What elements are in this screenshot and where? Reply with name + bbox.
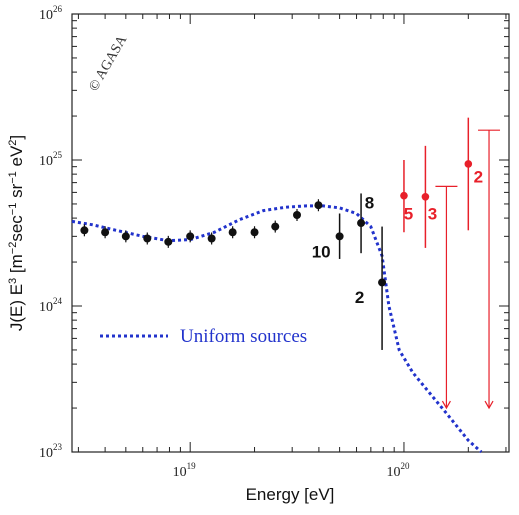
watermark: © AGASA xyxy=(86,32,130,94)
data-point xyxy=(143,234,152,243)
x-tick-label: 1019 xyxy=(173,461,197,480)
data-point-red xyxy=(400,191,408,200)
count-annotation: 8 xyxy=(365,194,374,213)
data-point-red xyxy=(421,192,430,201)
data-point xyxy=(335,232,344,241)
data-point xyxy=(101,228,110,237)
data-point xyxy=(121,232,130,241)
y-tick-label: 1025 xyxy=(39,150,63,169)
data-point xyxy=(228,228,237,237)
data-point xyxy=(357,219,366,228)
y-tick-label: 1024 xyxy=(39,296,63,315)
axis-ticks xyxy=(72,13,509,453)
plot-frame xyxy=(71,13,510,453)
data-point xyxy=(314,201,323,210)
data-point xyxy=(80,226,89,235)
legend-label: Uniform sources xyxy=(180,326,307,347)
upper-limit-arrow xyxy=(484,400,494,410)
y-axis-title: J(E) E3 [m−2sec−1 sr−1 eV2] xyxy=(7,135,26,331)
model-curve-group xyxy=(71,204,483,454)
model-curve xyxy=(71,204,483,454)
data-point xyxy=(186,232,195,241)
data-point xyxy=(250,228,259,237)
y-tick-label: 1026 xyxy=(39,4,63,23)
upper-limit-arrow xyxy=(441,400,451,410)
data-point xyxy=(164,237,173,246)
data-point xyxy=(293,211,302,220)
count-annotation: 2 xyxy=(355,288,364,307)
point-annotations: 10 8 2 5 3 2 xyxy=(312,168,483,307)
count-annotation: 5 xyxy=(404,205,413,224)
count-annotation: 3 xyxy=(428,205,437,224)
data-marks xyxy=(80,117,501,410)
count-annotation: 2 xyxy=(474,168,483,187)
data-point xyxy=(378,278,387,287)
count-annotation: 10 xyxy=(312,242,331,261)
x-tick-label: 1020 xyxy=(386,461,410,480)
data-point-red xyxy=(464,160,473,168)
data-point xyxy=(271,222,280,231)
y-tick-label: 1023 xyxy=(39,442,63,461)
x-axis-title: Energy [eV] xyxy=(246,485,335,504)
data-point xyxy=(207,234,216,243)
